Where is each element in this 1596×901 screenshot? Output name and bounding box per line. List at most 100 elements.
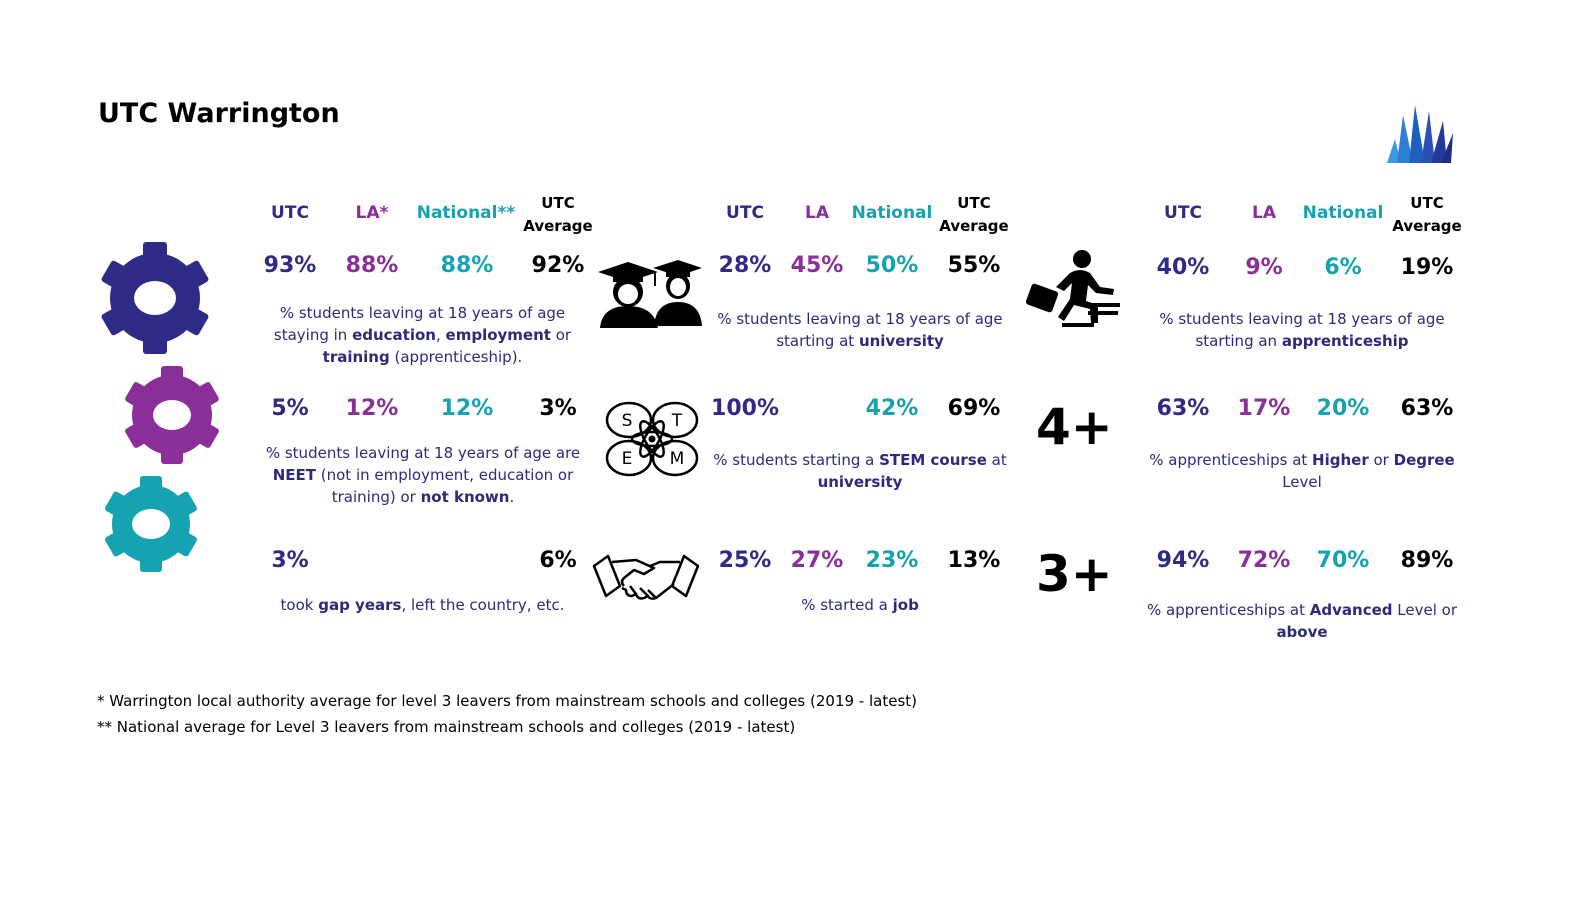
col1-row3-description: took gap years, left the country, etc. <box>265 594 580 616</box>
col2-row2-national-value: 42% <box>865 396 919 421</box>
col2-row1-utc-value: 28% <box>718 253 772 278</box>
col2-row3-avg-value: 13% <box>947 548 1001 573</box>
col2-row1-national-value: 50% <box>865 253 919 278</box>
col3-header-la: LA <box>1252 203 1276 223</box>
col2-row2-utc-value: 100% <box>711 396 779 421</box>
col2-row2-description: % students starting a STEM course at uni… <box>706 449 1014 493</box>
stem-letter-t: T <box>671 411 683 431</box>
description-emphasis: NEET <box>272 466 316 484</box>
description-text: (not in employment, education or trainin… <box>315 466 574 506</box>
description-emphasis: not known <box>420 488 510 506</box>
col1-row2-avg-value: 3% <box>539 396 577 421</box>
description-text: or <box>1368 451 1394 469</box>
description-emphasis: university <box>817 473 903 491</box>
description-emphasis: Degree <box>1393 451 1455 469</box>
level-3-plus-label: 3+ <box>1036 545 1113 603</box>
graduates-icon <box>598 260 702 328</box>
col1-header-la: LA* <box>355 203 389 223</box>
col2-row1-la-value: 45% <box>790 253 844 278</box>
description-text: % students leaving at 18 years of age st… <box>717 310 1003 350</box>
description-emphasis: Advanced <box>1309 601 1393 619</box>
description-emphasis: gap years <box>318 596 402 614</box>
col1-row1-la-value: 88% <box>345 253 399 278</box>
col3-row2-national-value: 20% <box>1316 396 1370 421</box>
description-text: % students leaving at 18 years of age ar… <box>265 444 581 462</box>
page-title: UTC Warrington <box>98 98 340 129</box>
description-text: % apprenticeships at <box>1146 601 1310 619</box>
col1-row3-utc-value: 3% <box>271 548 309 573</box>
col2-row3-national-value: 23% <box>865 548 919 573</box>
col1-row2-utc-value: 5% <box>271 396 309 421</box>
col3-row2-description: % apprenticeships at Higher or Degree Le… <box>1142 449 1462 493</box>
col1-row1-utc-value: 93% <box>263 253 317 278</box>
footnote-la: * Warrington local authority average for… <box>97 692 917 710</box>
col2-row3-la-value: 27% <box>790 548 844 573</box>
description-emphasis: university <box>858 332 944 350</box>
col3-row1-avg-value: 19% <box>1400 255 1454 280</box>
handshake-icon <box>592 554 700 600</box>
col1-row1-national-value: 88% <box>440 253 494 278</box>
col1-header-national: National** <box>416 203 516 223</box>
col3-row1-utc-value: 40% <box>1156 255 1210 280</box>
col3-row2-utc-value: 63% <box>1156 396 1210 421</box>
stem-letter-e: E <box>622 449 633 469</box>
description-text: took <box>280 596 319 614</box>
col1-row2-description: % students leaving at 18 years of age ar… <box>258 442 588 508</box>
description-emphasis: above <box>1276 623 1328 641</box>
col1-row3-avg-value: 6% <box>539 548 577 573</box>
col2-row2-avg-value: 69% <box>947 396 1001 421</box>
level-4-plus-label: 4+ <box>1036 398 1113 456</box>
stem-letter-s: S <box>622 411 633 431</box>
col2-header-utc: UTC <box>726 203 764 223</box>
col1-row1-avg-value: 92% <box>531 253 585 278</box>
description-text: % students leaving at 18 years of age st… <box>273 304 566 344</box>
description-text: % students starting a <box>713 451 880 469</box>
description-emphasis: employment <box>445 326 551 344</box>
description-text: (apprenticeship). <box>389 348 523 366</box>
description-text: % students leaving at 18 years of age st… <box>1159 310 1445 350</box>
description-text: , left the country, etc. <box>401 596 565 614</box>
stem-atom-icon: S T E M <box>605 401 699 477</box>
description-emphasis: apprenticeship <box>1281 332 1409 350</box>
col2-row3-utc-value: 25% <box>718 548 772 573</box>
col3-row2-avg-value: 63% <box>1400 396 1454 421</box>
description-emphasis: training <box>322 348 390 366</box>
col3-header-avg: UTC Average <box>1392 194 1462 235</box>
footnote-national: ** National average for Level 3 leavers … <box>97 718 796 736</box>
description-text: or <box>550 326 572 344</box>
col1-header-utc: UTC <box>271 203 309 223</box>
description-text: at <box>986 451 1007 469</box>
col3-row2-la-value: 17% <box>1237 396 1291 421</box>
description-emphasis: job <box>892 596 919 614</box>
col2-header-avg: UTC Average <box>939 194 1009 235</box>
col3-row3-utc-value: 94% <box>1156 548 1210 573</box>
description-text: % started a <box>801 596 893 614</box>
col3-header-utc: UTC <box>1164 203 1202 223</box>
description-text: , <box>435 326 446 344</box>
description-emphasis: education <box>352 326 436 344</box>
utc-logo-icon <box>1387 105 1453 163</box>
col2-header-la: LA <box>805 203 829 223</box>
description-text: % apprenticeships at <box>1149 451 1313 469</box>
gear-icon <box>105 476 197 572</box>
col3-row3-avg-value: 89% <box>1400 548 1454 573</box>
description-emphasis: STEM course <box>879 451 987 469</box>
col1-row2-national-value: 12% <box>440 396 494 421</box>
col3-row1-la-value: 9% <box>1245 255 1283 280</box>
description-text: . <box>509 488 515 506</box>
col2-row1-avg-value: 55% <box>947 253 1001 278</box>
col1-row1-description: % students leaving at 18 years of age st… <box>265 302 580 368</box>
col2-header-national: National <box>851 203 933 223</box>
climbing-steps-icon <box>1026 250 1120 327</box>
col2-row1-description: % students leaving at 18 years of age st… <box>710 308 1010 352</box>
gear-icon <box>125 366 219 464</box>
description-emphasis: Higher <box>1312 451 1369 469</box>
col3-row1-description: % students leaving at 18 years of age st… <box>1152 308 1452 352</box>
col1-header-avg: UTC Average <box>523 194 593 235</box>
col3-row3-description: % apprenticeships at Advanced Level or a… <box>1142 599 1462 643</box>
gear-icon <box>101 242 209 354</box>
description-text: Level <box>1282 473 1322 491</box>
description-text: Level or <box>1392 601 1457 619</box>
col2-row3-description: % started a job <box>760 594 960 616</box>
col3-row1-national-value: 6% <box>1324 255 1362 280</box>
